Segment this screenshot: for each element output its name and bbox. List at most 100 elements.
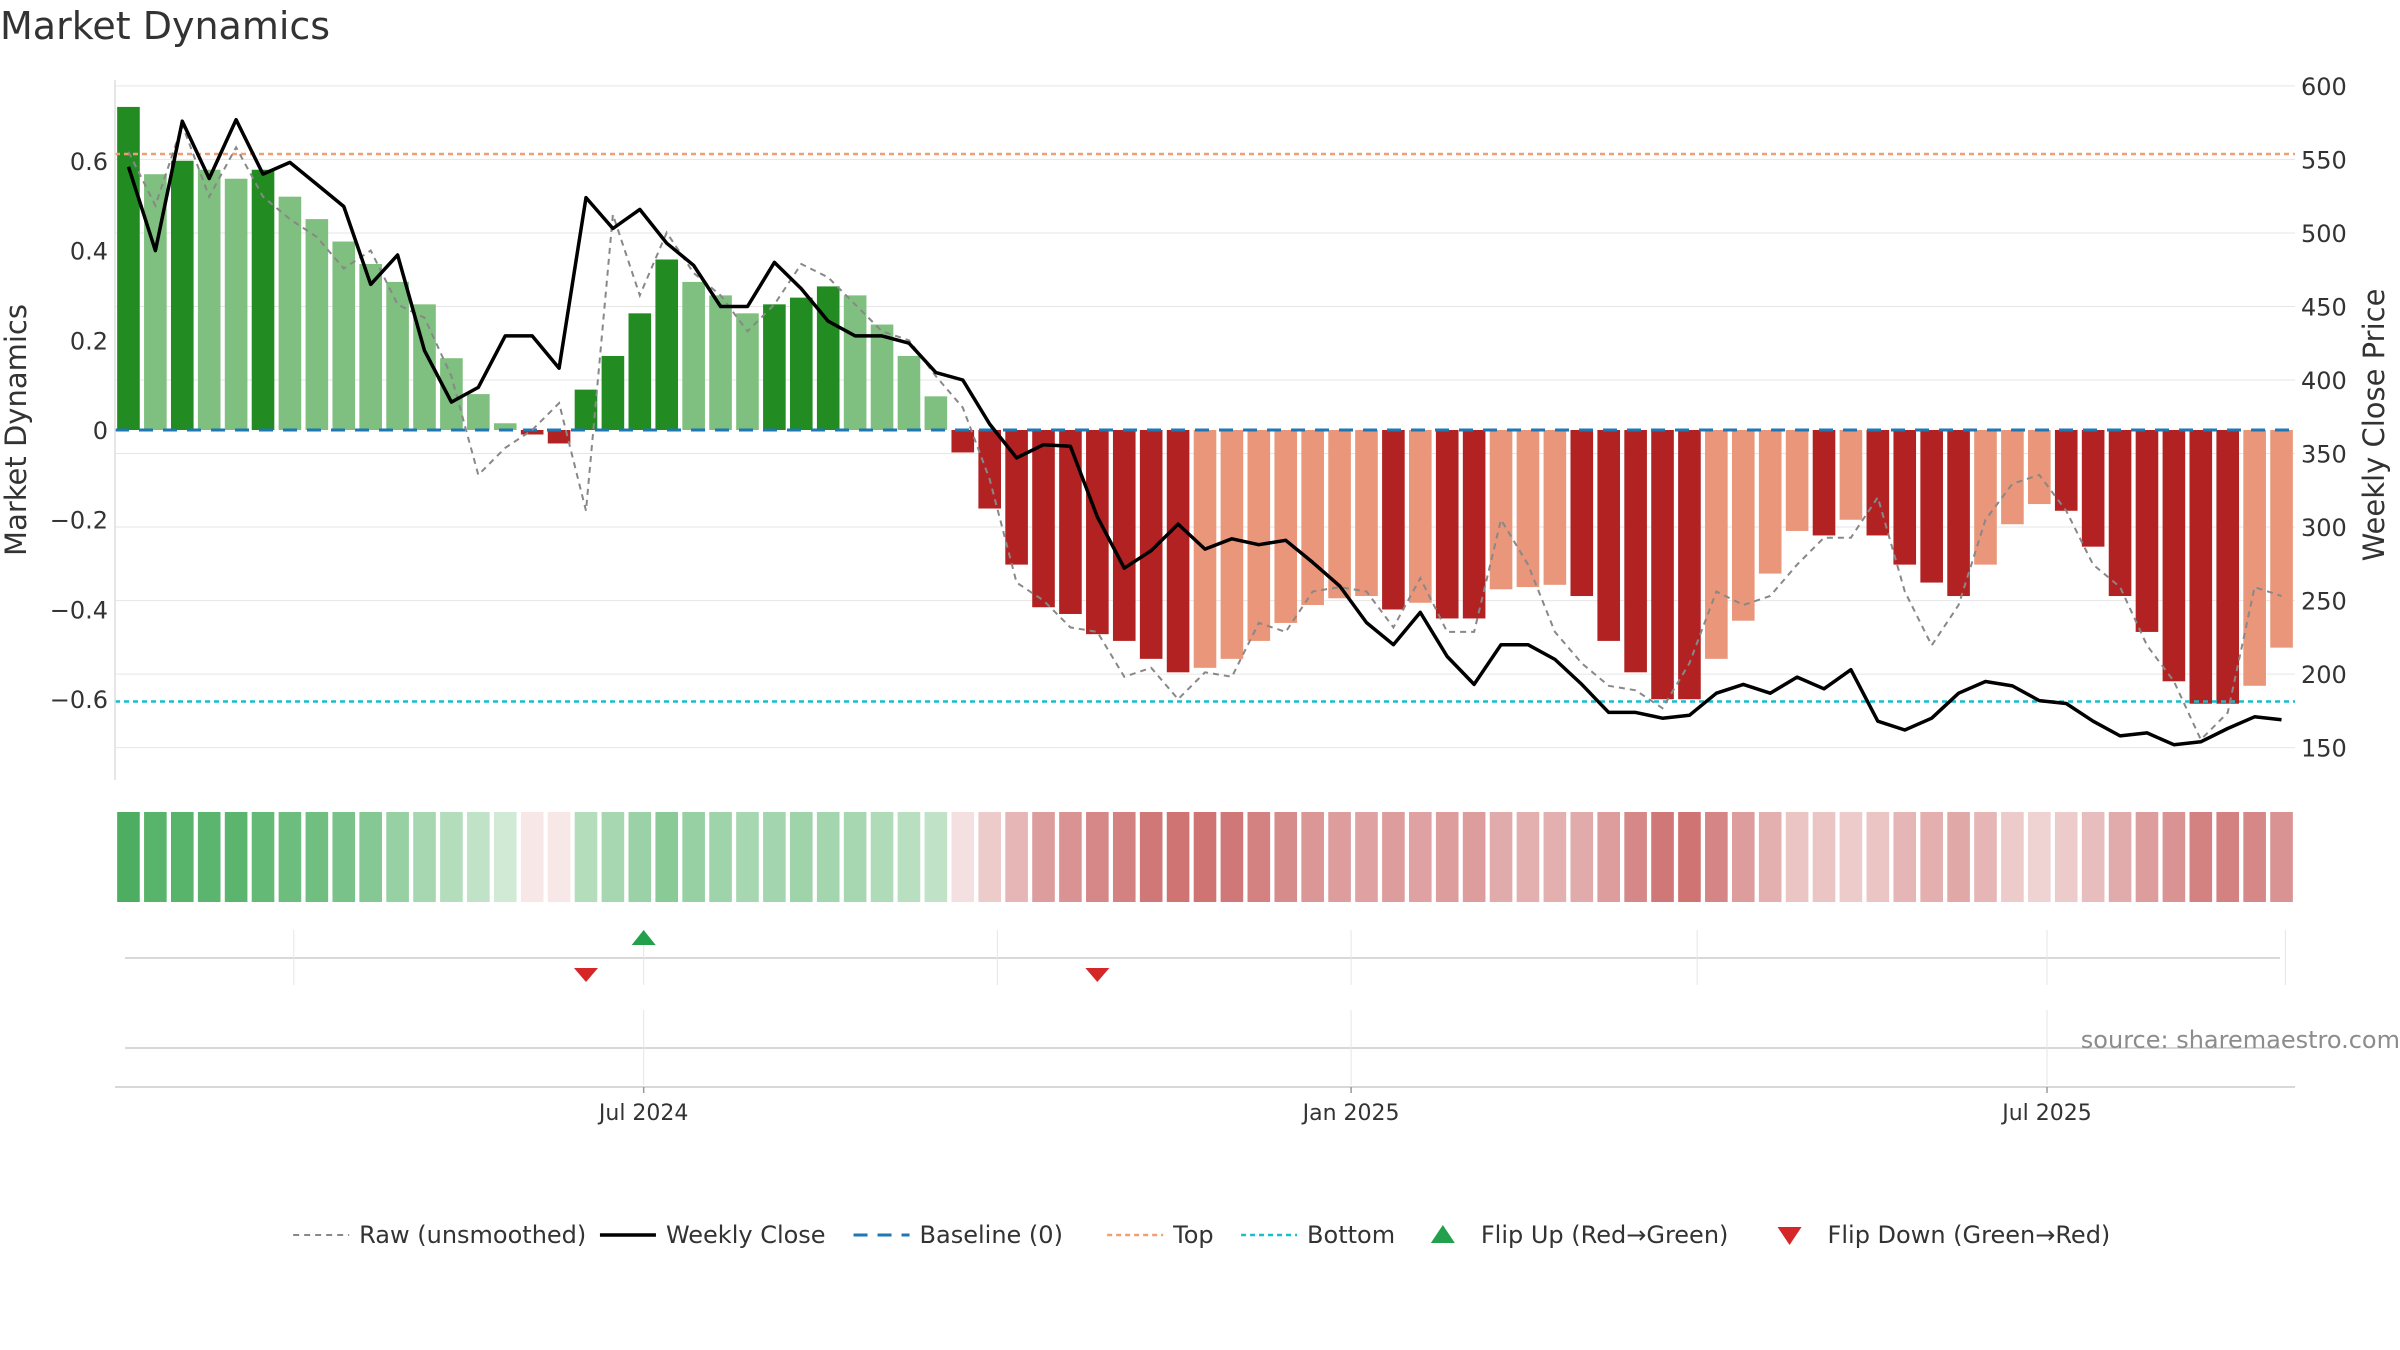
- strip-cell: [682, 812, 705, 902]
- bar: [359, 263, 382, 430]
- momentum-bars: [117, 106, 2293, 704]
- bar: [1435, 430, 1459, 619]
- left-tick-label: 0: [93, 417, 108, 445]
- bar: [305, 219, 329, 430]
- strip-cell: [843, 812, 867, 902]
- bar: [493, 423, 517, 430]
- bar: [547, 430, 571, 444]
- right-tick-label: 500: [2301, 220, 2347, 248]
- right-tick-label: 250: [2301, 588, 2347, 616]
- strip-cell: [413, 812, 436, 902]
- strip-cell: [2270, 812, 2293, 902]
- strip-cell: [1435, 812, 1459, 902]
- bar: [117, 106, 140, 430]
- left-tick-label: −0.4: [50, 596, 108, 624]
- strip-cell: [1516, 812, 1540, 902]
- bar: [1462, 430, 1486, 619]
- bar: [440, 358, 463, 430]
- bar: [1758, 430, 1782, 574]
- bar: [386, 281, 409, 430]
- legend-item: Bottom: [1241, 1221, 1395, 1249]
- strip-cell: [1409, 812, 1432, 902]
- left-tick-label: 0.4: [70, 238, 108, 266]
- bar: [224, 178, 248, 430]
- flip-down-marker: [1085, 968, 1110, 982]
- strip-cell: [951, 812, 975, 902]
- strip-cell: [467, 812, 490, 902]
- strip-cell: [789, 812, 813, 902]
- strip-cell: [1947, 812, 1970, 902]
- bar: [870, 324, 894, 430]
- legend-item: Top: [1107, 1221, 1214, 1249]
- bar: [897, 355, 921, 430]
- bar: [574, 389, 598, 430]
- bar: [789, 297, 813, 430]
- strip-cell: [2001, 812, 2024, 902]
- bar: [628, 313, 652, 430]
- bar: [924, 396, 948, 430]
- strip-cell: [1328, 812, 1351, 902]
- strip-cell: [1543, 812, 1567, 902]
- strip-cell: [1166, 812, 1190, 902]
- strip-cell: [1570, 812, 1594, 902]
- bar: [2243, 430, 2266, 686]
- strip-cell: [2081, 812, 2105, 902]
- legend-swatch: [1430, 1225, 1455, 1243]
- strip-cell: [278, 812, 302, 902]
- right-tick-label: 600: [2301, 73, 2347, 101]
- strip-cell: [1839, 812, 1863, 902]
- legend-label: Flip Down (Green→Red): [1828, 1221, 2111, 1249]
- right-axis-label: Weekly Close Price: [2357, 289, 2391, 562]
- right-tick-label: 200: [2301, 661, 2347, 689]
- bar: [1624, 430, 1647, 673]
- strip-cell: [1032, 812, 1055, 902]
- bar: [1274, 430, 1298, 623]
- bar: [816, 286, 840, 430]
- flip-down-marker: [573, 968, 598, 982]
- right-tick-label: 450: [2301, 293, 2347, 321]
- bar: [520, 430, 544, 435]
- strip-cell: [1193, 812, 1217, 902]
- strip-cell: [763, 812, 786, 902]
- bar: [2108, 430, 2132, 597]
- strip-cell: [170, 812, 194, 902]
- legend-label: Baseline (0): [920, 1221, 1063, 1249]
- bar: [467, 394, 490, 430]
- right-tick-label: 350: [2301, 441, 2347, 469]
- price-lines: [126, 117, 2282, 747]
- bar: [1866, 430, 1890, 536]
- strip-cell: [1059, 812, 1082, 902]
- strip-cell: [2135, 812, 2159, 902]
- bar: [332, 241, 356, 430]
- bar: [709, 295, 732, 430]
- bar: [1139, 430, 1163, 659]
- strip-cell: [520, 812, 544, 902]
- strip-cell: [1355, 812, 1378, 902]
- strip-cell: [870, 812, 894, 902]
- bar: [601, 355, 625, 430]
- strip-cell: [574, 812, 598, 902]
- bar: [1651, 430, 1674, 700]
- strip-cell: [628, 812, 652, 902]
- source-label: source: sharemaestro.com: [2081, 1026, 2400, 1054]
- strip-cell: [251, 812, 275, 902]
- strip-cell: [1866, 812, 1890, 902]
- bar: [1785, 430, 1809, 531]
- legend-label: Weekly Close: [666, 1221, 826, 1249]
- bar: [1112, 430, 1136, 641]
- bar: [1032, 430, 1055, 608]
- bar: [1570, 430, 1594, 597]
- strip-cell: [1382, 812, 1405, 902]
- strip-cell: [1651, 812, 1674, 902]
- chart-title: Market Dynamics: [0, 4, 331, 48]
- strip-cell: [332, 812, 356, 902]
- left-tick-label: 0.2: [70, 327, 108, 355]
- strip-cell: [816, 812, 840, 902]
- strip-cell: [897, 812, 921, 902]
- strip-cell: [1247, 812, 1271, 902]
- strip-cell: [1758, 812, 1782, 902]
- strip-cell: [1705, 812, 1728, 902]
- strip-cell: [1920, 812, 1943, 902]
- bar: [2162, 430, 2186, 682]
- bar: [1920, 430, 1943, 583]
